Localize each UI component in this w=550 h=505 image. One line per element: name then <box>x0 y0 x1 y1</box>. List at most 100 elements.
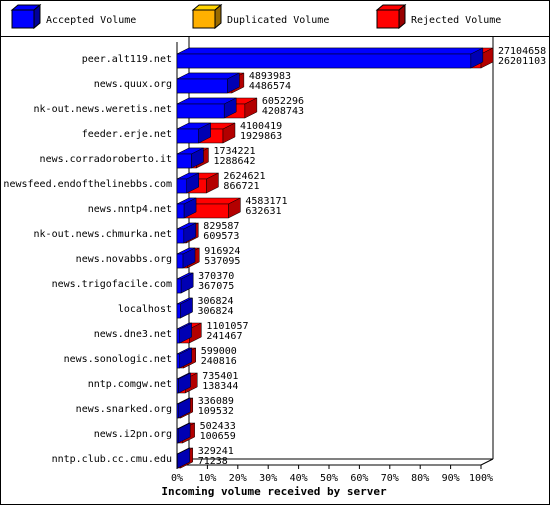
value-label: 632631 <box>245 206 281 217</box>
value-label: 241467 <box>206 331 242 342</box>
accepted-bar-face <box>180 272 194 294</box>
x-tick-label: 50% <box>320 473 338 484</box>
y-tick-label: nntp.club.cc.cmu.edu <box>52 454 172 465</box>
value-label: 866721 <box>223 181 259 192</box>
legend-label: Accepted Volume <box>46 15 136 26</box>
value-label: 4583171 <box>245 196 287 207</box>
y-tick-label: feeder.erje.net <box>82 129 172 140</box>
accepted-bar-face <box>176 78 228 94</box>
accepted-bar-face <box>179 322 192 344</box>
accepted-bar <box>176 122 211 144</box>
x-tick-label: 80% <box>411 473 429 484</box>
accepted-bar-face <box>180 297 193 319</box>
y-tick-label: news.novabbs.org <box>76 254 172 265</box>
value-label: 4100419 <box>240 121 282 132</box>
accepted-bar-face <box>179 347 192 369</box>
accepted-bar <box>176 422 191 444</box>
accepted-bar-face <box>176 128 199 144</box>
legend-label: Duplicated Volume <box>227 15 329 26</box>
value-label: 1101057 <box>206 321 248 332</box>
total-bar-face <box>228 197 241 219</box>
x-tick-label: 20% <box>229 473 247 484</box>
accepted-bar-face <box>177 447 191 469</box>
y-tick-label: peer.alt119.net <box>82 54 172 65</box>
value-label: 367075 <box>198 281 234 292</box>
value-label: 240816 <box>201 356 237 367</box>
accepted-bar-face <box>470 47 484 69</box>
value-label: 336089 <box>198 396 234 407</box>
accepted-bar-face <box>176 353 180 369</box>
value-label: 916924 <box>204 246 240 257</box>
accepted-bar-face <box>176 328 180 344</box>
x-tick-label: 90% <box>442 473 460 484</box>
value-label: 2624621 <box>223 171 265 182</box>
y-tick-label: news.quux.org <box>94 79 172 90</box>
accepted-bar <box>176 147 204 169</box>
y-tick-label: news.corradoroberto.it <box>40 154 172 165</box>
value-label: 71238 <box>198 456 228 467</box>
value-label: 6052296 <box>262 96 304 107</box>
accepted-bar <box>176 247 196 269</box>
accepted-bar-face <box>176 228 185 244</box>
value-label: 27104658 <box>498 46 546 57</box>
total-bar-face <box>244 97 258 119</box>
accepted-bar-face <box>191 147 204 169</box>
accepted-bar-face <box>227 72 240 94</box>
y-tick-label: news.snarked.org <box>76 404 172 415</box>
value-label: 4208743 <box>262 106 304 117</box>
accepted-bar-face <box>176 303 181 319</box>
accepted-bar-face <box>183 222 197 244</box>
x-tick-label: 10% <box>198 473 216 484</box>
value-label: 329241 <box>198 446 234 457</box>
y-tick-label: nntp.comgw.net <box>88 379 172 390</box>
value-label: 4893983 <box>249 71 291 82</box>
value-label: 109532 <box>198 406 234 417</box>
y-tick-label: news.nntp4.net <box>88 204 172 215</box>
value-label: 138344 <box>202 381 238 392</box>
value-label: 502433 <box>200 421 236 432</box>
value-label: 1288642 <box>213 156 255 167</box>
value-label: 26201103 <box>498 56 546 67</box>
accepted-bar-face <box>176 53 472 69</box>
y-tick-label: news.i2pn.org <box>94 429 172 440</box>
x-axis-title: Incoming volume received by server <box>161 485 387 498</box>
legend-swatch-side <box>33 3 41 30</box>
value-label: 599000 <box>201 346 237 357</box>
value-label: 537095 <box>204 256 240 267</box>
accepted-bar-face <box>176 278 182 294</box>
legend-label: Rejected Volume <box>411 15 501 26</box>
y-tick-label: localhost <box>118 304 172 315</box>
accepted-bar <box>176 197 197 219</box>
accepted-bar <box>176 72 240 94</box>
total-bar-face <box>480 47 494 69</box>
y-tick-label: nk-out.news.chmurka.net <box>34 229 172 240</box>
accepted-bar-face <box>186 172 199 194</box>
accepted-bar-face <box>176 178 187 194</box>
total-bar-face <box>222 122 236 144</box>
x-tick-label: 0% <box>171 473 183 484</box>
accepted-bar <box>176 272 194 294</box>
total-bar-face <box>206 172 219 194</box>
accepted-bar-face <box>198 122 211 144</box>
accepted-bar <box>176 297 193 319</box>
accepted-bar <box>176 322 192 344</box>
accepted-bar-face <box>176 153 192 169</box>
accepted-bar-face <box>176 203 185 219</box>
accepted-bar <box>176 47 484 69</box>
accepted-bar <box>176 222 197 244</box>
value-label: 100659 <box>200 431 236 442</box>
accepted-bar <box>176 397 191 419</box>
value-label: 306824 <box>197 296 233 307</box>
accepted-bar-face <box>176 103 225 119</box>
accepted-bar-face <box>176 47 483 55</box>
y-tick-label: news.sonologic.net <box>64 354 172 365</box>
value-label: 829587 <box>203 221 239 232</box>
accepted-bar <box>176 97 237 119</box>
accepted-bar <box>176 447 191 469</box>
x-tick-label: 30% <box>259 473 277 484</box>
accepted-bar <box>176 172 199 194</box>
legend-swatch-side <box>398 3 406 30</box>
accepted-bar-face <box>178 372 191 394</box>
axis <box>480 458 494 466</box>
